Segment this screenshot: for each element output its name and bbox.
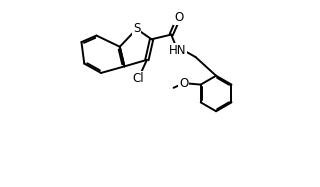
Text: HN: HN — [169, 44, 187, 57]
Text: Cl: Cl — [133, 72, 144, 85]
Text: O: O — [174, 11, 183, 24]
Text: S: S — [133, 22, 140, 36]
Text: O: O — [179, 77, 188, 90]
